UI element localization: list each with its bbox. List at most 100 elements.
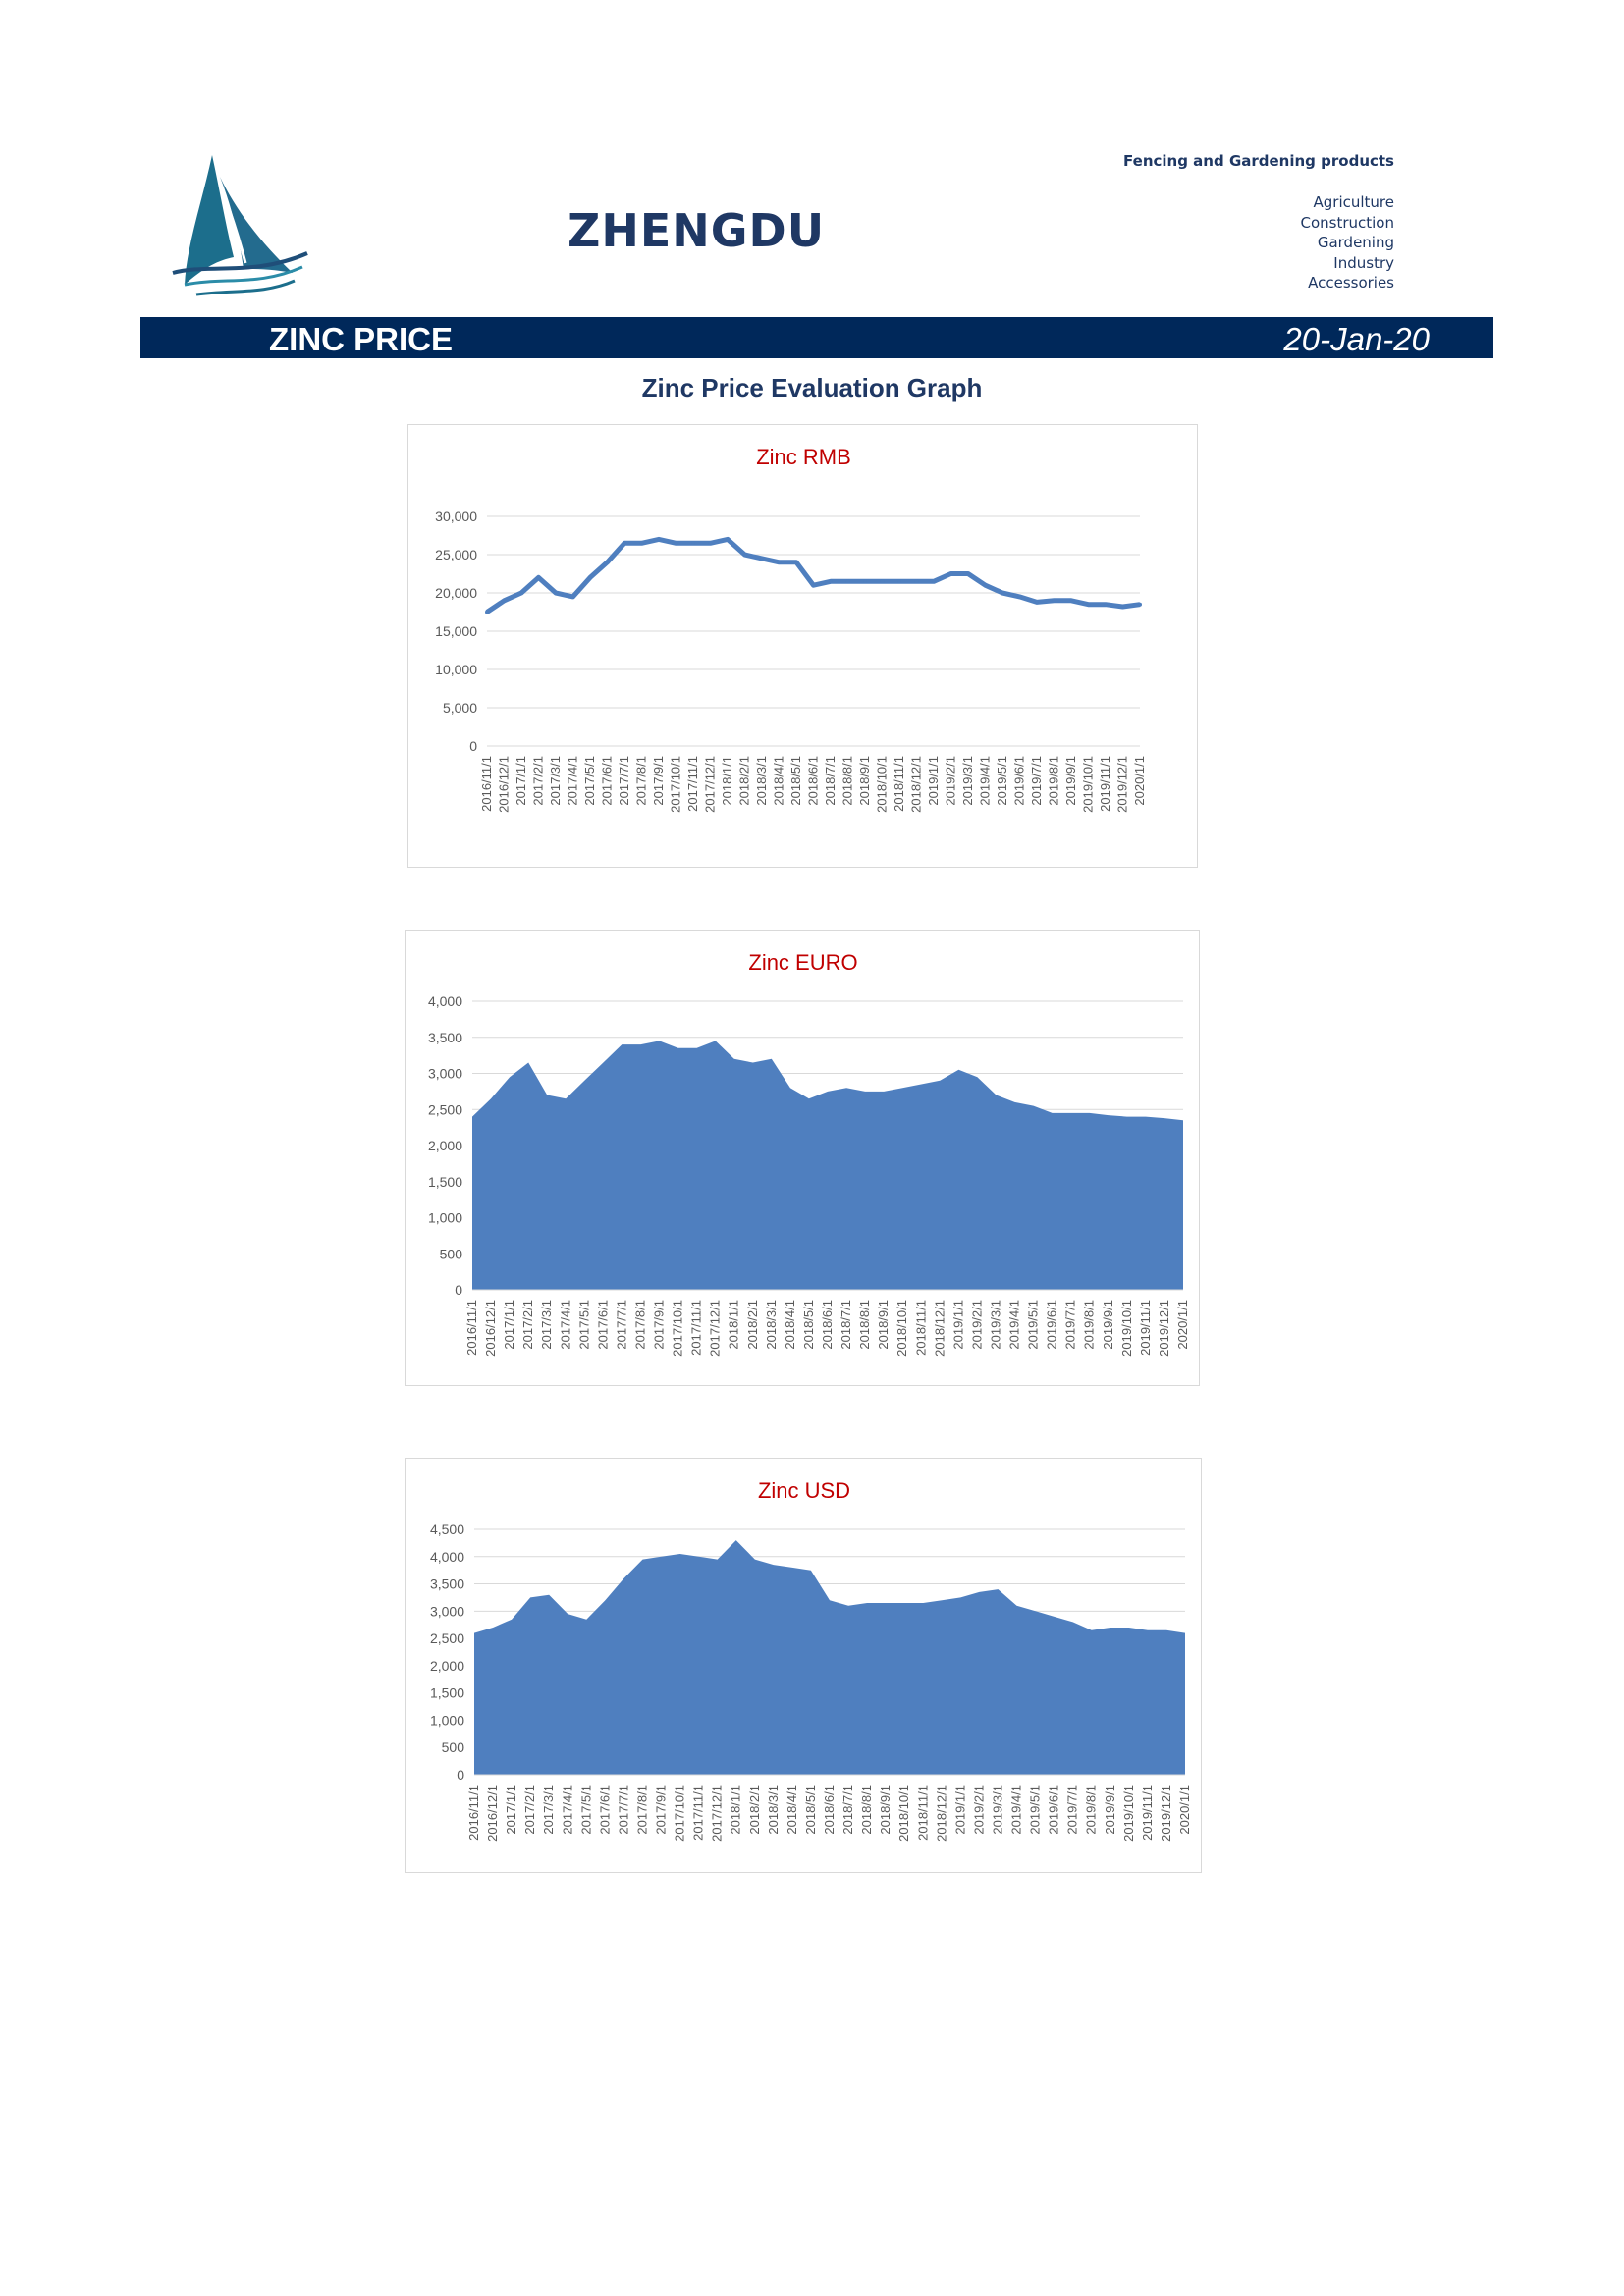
y-tick-label: 15,000	[435, 623, 477, 639]
x-tick-label: 2019/1/1	[950, 1300, 965, 1350]
x-tick-label: 2016/12/1	[483, 1300, 498, 1357]
title-banner: ZINC PRICE 20-Jan-20	[140, 317, 1493, 358]
data-point	[865, 1601, 869, 1605]
category-item: Industry	[1333, 253, 1394, 272]
x-tick-label: 2016/12/1	[497, 756, 512, 813]
data-point	[807, 1096, 811, 1100]
x-tick-label: 2017/5/1	[576, 1300, 591, 1350]
x-tick-label: 2019/3/1	[960, 756, 975, 806]
data-point	[470, 1115, 474, 1119]
x-tick-label: 2019/9/1	[1101, 1300, 1115, 1350]
x-tick-label: 2016/11/1	[466, 1785, 481, 1841]
x-tick-label: 2017/7/1	[617, 756, 631, 806]
data-point	[716, 1558, 720, 1562]
data-point	[588, 575, 592, 580]
series-line	[485, 536, 1141, 614]
data-point	[1090, 1629, 1094, 1632]
x-tick-label: 2017/10/1	[673, 1785, 687, 1842]
x-tick-label: 2018/1/1	[727, 1300, 741, 1350]
y-tick-label: 3,500	[428, 1030, 462, 1045]
category-list: Agriculture Construction Gardening Indus…	[1100, 192, 1394, 294]
x-tick-label: 2019/12/1	[1159, 1785, 1173, 1842]
x-tick-label: 2017/5/1	[582, 756, 597, 806]
chart-zinc-euro: Zinc EURO 0 500 1,000 1,500 2,000 2,500 3,000 3,…	[405, 930, 1200, 1386]
data-point	[519, 591, 523, 595]
y-tick-label: 3,500	[430, 1576, 464, 1592]
x-tick-label: 2019/6/1	[1012, 756, 1027, 806]
x-tick-label: 2017/6/1	[595, 1300, 610, 1350]
data-point	[1013, 1100, 1017, 1104]
x-tick-label: 2018/4/1	[785, 1785, 799, 1835]
x-tick-label: 2019/7/1	[1029, 756, 1044, 806]
x-tick-label: 2017/4/1	[560, 1785, 574, 1835]
y-tick-label: 2,000	[428, 1138, 462, 1153]
data-point	[620, 1042, 623, 1046]
x-tick-label: 2018/10/1	[894, 1300, 909, 1357]
data-point	[658, 1039, 662, 1042]
x-tick-label: 2018/1/1	[729, 1785, 743, 1835]
data-point	[638, 1042, 642, 1046]
data-point	[570, 594, 575, 599]
data-point	[726, 537, 730, 542]
y-tick-label: 0	[469, 738, 477, 754]
data-point	[695, 1046, 699, 1050]
x-tick-label: 2017/8/1	[632, 1300, 647, 1350]
data-point	[1183, 1631, 1187, 1635]
x-tick-label: 2018/11/1	[913, 1300, 928, 1356]
x-tick-label: 2019/12/1	[1115, 756, 1130, 813]
y-tick-label: 1,500	[430, 1685, 464, 1701]
category-item: Gardening	[1317, 234, 1394, 251]
x-tick-label: 2018/5/1	[803, 1785, 818, 1835]
data-point	[770, 1057, 774, 1061]
data-point	[1071, 1620, 1075, 1624]
y-tick-label: 0	[455, 1282, 462, 1298]
x-tick-label: 2017/1/1	[504, 1785, 518, 1835]
x-tick-label: 2020/1/1	[1177, 1785, 1192, 1835]
x-tick-label: 2017/6/1	[600, 756, 615, 806]
x-tick-label: 2019/1/1	[926, 756, 941, 806]
sailboat-logo-icon	[165, 147, 312, 304]
data-point	[491, 1626, 495, 1629]
chart-svg: Zinc USD 0 500 1,000 1,500 2,000 2,500 3,000 3,5…	[430, 1478, 1192, 1842]
x-tick-label: 2019/1/1	[952, 1785, 967, 1835]
chart-svg: Zinc RMB 0 5,000 10,000 15,000 20,000 25,000 30…	[435, 445, 1147, 813]
data-point	[545, 1094, 549, 1097]
y-tick-label: 1,000	[430, 1712, 464, 1728]
x-tick-label: 2017/4/1	[558, 1300, 572, 1350]
data-point	[714, 1039, 718, 1042]
x-tick-label: 2019/8/1	[1084, 1785, 1099, 1835]
data-point	[956, 1068, 960, 1072]
x-tick-label: 2018/8/1	[840, 756, 855, 806]
data-point	[1163, 1116, 1166, 1120]
x-tick-label: 2019/4/1	[978, 756, 993, 806]
x-tick-label: 2018/3/1	[754, 756, 769, 806]
data-point	[1032, 1104, 1036, 1108]
x-tick-label: 2019/8/1	[1082, 1300, 1097, 1350]
x-tick-label: 2017/3/1	[541, 1785, 556, 1835]
data-point	[1144, 1115, 1148, 1119]
x-tick-label: 2017/7/1	[616, 1785, 630, 1835]
data-point	[603, 1598, 607, 1602]
data-point	[777, 560, 782, 564]
x-tick-label: 2017/12/1	[710, 1785, 725, 1842]
x-tick-label: 2018/12/1	[909, 756, 924, 813]
data-point	[640, 1558, 644, 1562]
data-point	[1035, 600, 1039, 605]
series-area	[472, 1041, 1183, 1290]
data-point	[1181, 1118, 1185, 1122]
data-point	[605, 560, 610, 564]
data-point	[678, 1552, 682, 1556]
x-tick-label: 2019/10/1	[1121, 1785, 1136, 1842]
data-point	[751, 1060, 755, 1064]
x-tick-label: 2018/7/1	[839, 1300, 853, 1350]
data-point	[1138, 602, 1142, 607]
data-point	[996, 1587, 1000, 1591]
x-tick-label: 2020/1/1	[1132, 756, 1147, 806]
data-point	[536, 575, 541, 580]
x-tick-label: 2017/11/1	[685, 756, 700, 812]
x-tick-label: 2018/9/1	[876, 1300, 891, 1350]
data-point	[794, 560, 798, 564]
x-tick-label: 2018/5/1	[788, 756, 803, 806]
banner-title: ZINC PRICE	[269, 321, 454, 357]
x-tick-label: 2017/2/1	[531, 756, 546, 806]
